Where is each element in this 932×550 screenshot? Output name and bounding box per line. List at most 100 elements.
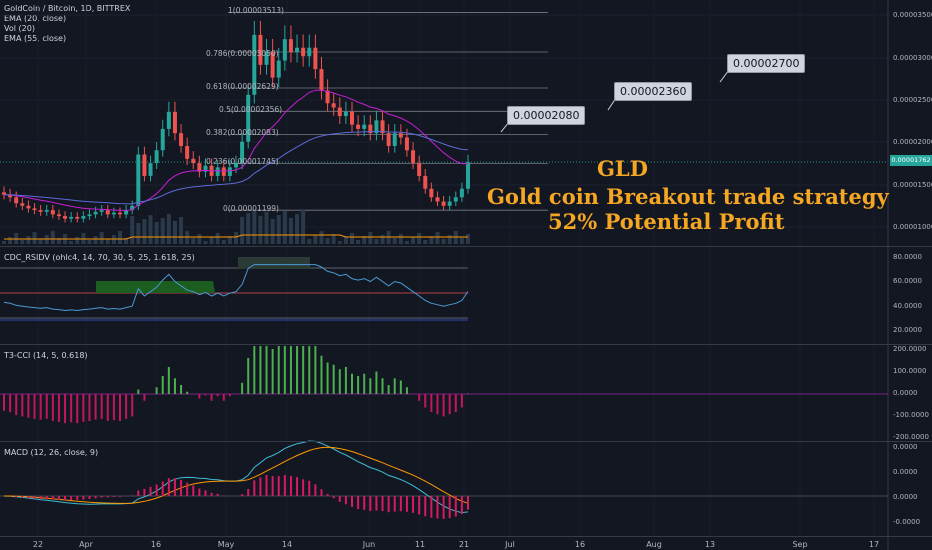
overlay-ticker: GLD — [597, 156, 648, 181]
target-callout-1[interactable]: 0.00002080 — [507, 106, 586, 125]
volume-bar — [172, 221, 177, 244]
candle-body — [50, 210, 55, 215]
volume-bar — [331, 234, 336, 244]
volume-bar — [270, 219, 275, 244]
candle-body — [63, 216, 68, 219]
candle-body — [93, 211, 98, 215]
fib-label: 0.5(0.00002356) — [219, 105, 283, 114]
pane-separator[interactable] — [0, 344, 932, 345]
volume-bar — [50, 231, 55, 244]
volume-ema-line — [4, 234, 468, 240]
ema55-legend[interactable]: EMA (55, close) — [4, 34, 67, 43]
candle-body — [191, 158, 196, 164]
cci-bar — [204, 394, 207, 396]
volume-bar — [466, 234, 470, 244]
rsi-legend[interactable]: CDC_RSIDV (ohlc4, 14, 70, 30, 5, 25, 1.6… — [4, 253, 195, 262]
volume-bar — [459, 238, 464, 244]
candle-body — [282, 39, 287, 61]
volume-bar — [221, 240, 226, 244]
candle-body — [380, 120, 385, 134]
volume-bar — [258, 216, 263, 244]
cci-bar — [375, 371, 378, 394]
candle-body — [307, 47, 312, 57]
volume-bar — [417, 233, 422, 244]
candle-body — [172, 111, 177, 134]
volume-bar — [203, 241, 208, 244]
macd-histogram-bar — [375, 496, 378, 511]
volume-bar — [429, 236, 434, 244]
macd-histogram-bar — [271, 476, 274, 496]
rsi-axis-label: 40.0000 — [893, 302, 922, 310]
candle-body — [386, 133, 391, 146]
candle-body — [362, 124, 367, 129]
volume-legend[interactable]: Vol (20) — [4, 24, 35, 33]
macd-histogram-bar — [320, 489, 323, 496]
macd-histogram-bar — [82, 496, 85, 500]
price-pane[interactable]: GoldCoin / Bitcoin, 1D, BITTREX EMA (20,… — [0, 0, 932, 245]
cci-legend[interactable]: T3-CCI (14, 5, 0.618) — [4, 351, 88, 360]
volume-bar — [154, 222, 159, 244]
macd-histogram-bar — [314, 484, 317, 496]
cci-bar — [454, 394, 457, 412]
candle-body — [185, 146, 190, 159]
candle-body — [374, 120, 379, 134]
macd-histogram-bar — [424, 496, 427, 517]
candle-body — [319, 69, 324, 91]
cci-bar — [338, 369, 341, 394]
cci-bar — [186, 391, 189, 394]
target-callout-3[interactable]: 0.00002700 — [727, 54, 806, 73]
macd-axis-label: 0.0000 — [893, 468, 918, 476]
macd-histogram-bar — [381, 496, 384, 512]
price-axis-label: 0.00003500 — [893, 11, 932, 19]
candle-body — [227, 167, 232, 176]
macd-histogram-bar — [64, 496, 67, 501]
candle-body — [356, 124, 361, 129]
candle-body — [295, 47, 300, 52]
ema20-legend[interactable]: EMA (20, close) — [4, 14, 67, 23]
cci-bar — [45, 394, 48, 419]
pane-separator[interactable] — [0, 246, 932, 247]
cci-bar — [198, 394, 201, 399]
cci-bar — [88, 394, 91, 421]
macd-histogram-bar — [155, 484, 158, 496]
cci-bar — [125, 394, 128, 419]
volume-bar — [93, 236, 98, 244]
cci-bar — [369, 378, 372, 394]
cci-bar — [161, 376, 164, 394]
macd-histogram-bar — [363, 496, 366, 510]
cci-axis-label: 100.0000 — [893, 367, 927, 375]
cci-bar — [228, 394, 231, 397]
cci-bar — [314, 346, 317, 394]
cci-bar — [173, 378, 176, 394]
cci-bar — [247, 358, 250, 394]
symbol-title[interactable]: GoldCoin / Bitcoin, 1D, BITTREX — [4, 4, 131, 13]
pane-separator[interactable] — [0, 441, 932, 442]
overlay-profit: 52% Potential Profit — [548, 209, 785, 234]
macd-histogram-bar — [186, 482, 189, 496]
macd-axis-label: -0.0000 — [893, 518, 921, 526]
candle-body — [44, 210, 49, 212]
price-legend: GoldCoin / Bitcoin, 1D, BITTREX EMA (20,… — [4, 4, 130, 44]
volume-bar — [8, 237, 13, 244]
candle-body — [160, 128, 165, 151]
time-axis-label: Jul — [505, 540, 515, 549]
rsi-axis-label: 60.0000 — [893, 277, 922, 285]
ema55-line — [3, 130, 469, 205]
volume-bar — [32, 232, 37, 244]
cci-bar — [57, 394, 60, 422]
candle-body — [2, 192, 6, 195]
time-axis-label: 21 — [458, 540, 470, 549]
volume-bar — [179, 217, 184, 244]
candle-body — [447, 201, 452, 206]
volume-bar — [240, 217, 245, 244]
candle-body — [8, 194, 13, 198]
candle-body — [75, 216, 80, 219]
macd-histogram-bar — [210, 492, 213, 496]
macd-legend[interactable]: MACD (12, 26, close, 9) — [4, 448, 99, 457]
cci-bar — [64, 394, 67, 424]
target-callout-2[interactable]: 0.00002360 — [614, 82, 693, 101]
cci-bar — [387, 385, 390, 394]
macd-histogram-bar — [283, 474, 286, 496]
macd-histogram-bar — [430, 496, 433, 518]
